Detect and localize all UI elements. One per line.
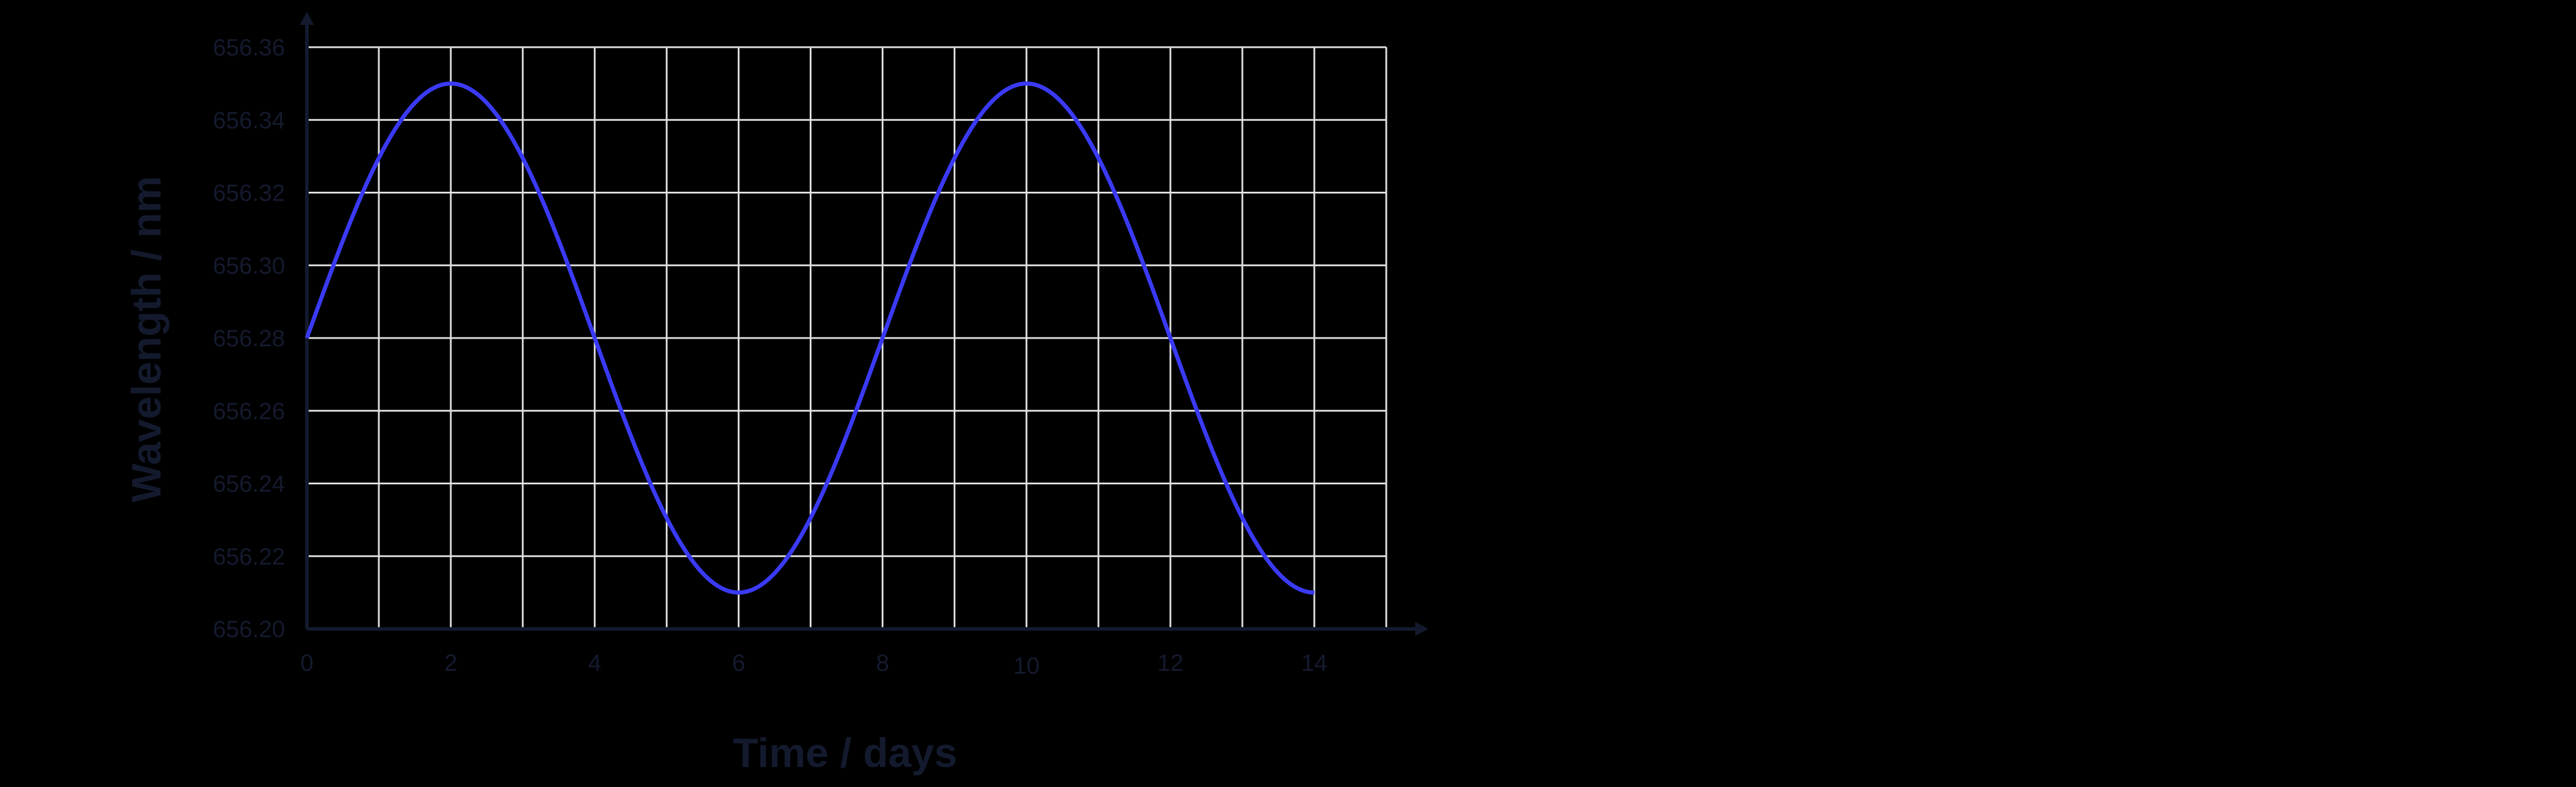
- x-tick-label: 14: [1301, 650, 1328, 676]
- grid-lines: [306, 46, 1387, 630]
- y-tick-label: 656.28: [213, 326, 285, 352]
- x-tick-labels: 0 2 4 6 8 10 12 14: [300, 650, 1327, 679]
- y-tick-label: 656.30: [213, 253, 285, 279]
- x-tick-label: 8: [876, 650, 889, 676]
- y-tick-labels: 656.20 656.22 656.24 656.26 656.28 656.30 656.…: [213, 35, 285, 642]
- x-tick-label: 2: [444, 650, 457, 676]
- wavelength-curve: [305, 81, 1315, 595]
- y-axis-arrow-icon: [300, 12, 314, 25]
- x-tick-label: 6: [732, 650, 745, 676]
- y-tick-label: 656.36: [213, 35, 285, 61]
- y-tick-label: 656.24: [213, 471, 285, 497]
- x-axis-arrow-icon: [1415, 622, 1428, 636]
- y-tick-label: 656.32: [213, 181, 285, 206]
- x-tick-label: 0: [300, 650, 313, 676]
- y-tick-label: 656.34: [213, 107, 285, 133]
- x-tick-label: 4: [588, 650, 601, 676]
- data-series-wavelength: [305, 81, 1315, 595]
- x-tick-label: 10: [1013, 653, 1040, 679]
- y-tick-label: 656.26: [213, 398, 285, 424]
- y-axis-title: Wavelength / nm: [123, 176, 169, 503]
- x-tick-label: 12: [1157, 650, 1184, 676]
- x-axis-title: Time / days: [733, 730, 957, 776]
- y-tick-label: 656.20: [213, 617, 285, 642]
- axes: [300, 12, 1428, 636]
- y-tick-label: 656.22: [213, 544, 285, 570]
